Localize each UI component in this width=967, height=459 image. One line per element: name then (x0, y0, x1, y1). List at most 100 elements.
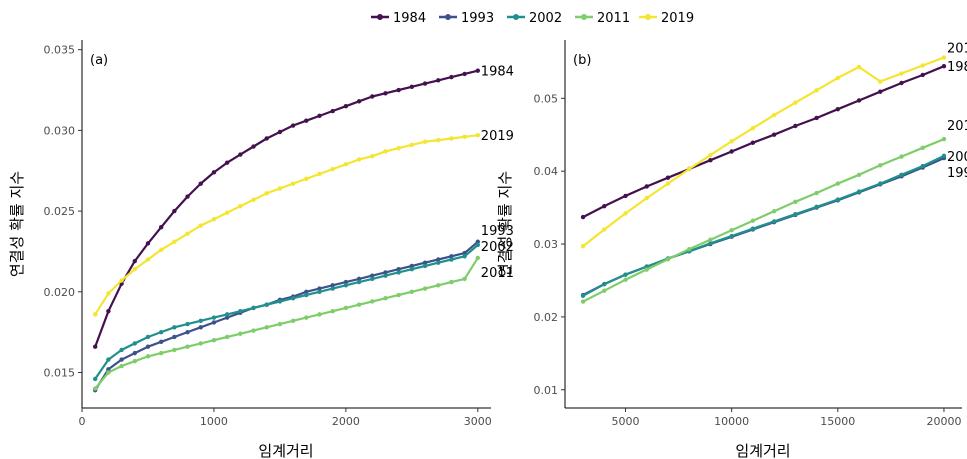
panel-a-point-1993 (119, 357, 124, 362)
panel-b-point-1984 (644, 184, 649, 189)
panel-b-point-1984 (941, 64, 947, 69)
panel-a-point-1984 (106, 308, 111, 314)
panel-a-point-2002 (211, 315, 217, 320)
panel-b-point-2002 (835, 197, 841, 202)
panel-a-point-2019 (475, 133, 481, 138)
panel-b-point-1984 (580, 214, 586, 220)
panel-a-point-2019 (422, 139, 428, 144)
panel-a-point-1984 (383, 91, 388, 96)
panel-a-point-1984 (475, 68, 481, 73)
panel-a-point-2002 (304, 292, 309, 298)
panel-a-point-2002 (290, 296, 296, 301)
legend-swatch-marker (645, 14, 651, 20)
panel-a-point-2011 (119, 363, 124, 369)
panel-a-point-2011 (330, 308, 335, 314)
panel-a-point-2002 (172, 325, 177, 330)
panel-a-point-2002 (462, 254, 467, 259)
panel-a-point-2011 (436, 283, 441, 288)
panel-a-point-2019 (132, 266, 137, 272)
panel-a-point-1993 (370, 273, 375, 278)
panel-a-point-1984 (396, 87, 401, 93)
panel-b-point-2011 (729, 227, 734, 233)
panel-a-y-tick-label: 0.015 (44, 366, 76, 379)
panel-a-point-1984 (158, 225, 164, 230)
panel-a-point-2011 (145, 354, 151, 359)
panel-b-x-tick-label: 10000 (714, 415, 749, 428)
panel-a-end-label-2002: 2002 (481, 240, 514, 255)
panel-a-point-2002 (330, 286, 335, 291)
panel-b-point-2019 (771, 112, 777, 118)
panel-b-y-tick-label: 0.05 (534, 92, 559, 105)
panel-a-point-2002 (370, 276, 375, 282)
panel-a-point-2002 (251, 305, 256, 311)
panel-b: (b) 임계거리 연결성 확률 지수 5000 10000 15000 20000 0.… (496, 40, 967, 459)
panel-b-point-2019 (644, 195, 649, 201)
panel-a-point-2019 (145, 257, 151, 262)
panel-a-point-1993 (330, 283, 335, 288)
panel-b-point-1984 (814, 115, 819, 121)
panel-a-point-2002 (224, 312, 230, 317)
panel-a-point-2019 (172, 239, 177, 244)
panel-a-point-2019 (370, 154, 375, 159)
panel-a-point-2002 (277, 299, 283, 304)
panel-b-point-2019 (814, 88, 819, 93)
panel-a-point-2002 (238, 308, 243, 314)
panel-a-point-2019 (251, 197, 256, 202)
panel-a-point-2019 (224, 210, 230, 215)
panel-a-point-2019 (106, 291, 111, 296)
panel-a-point-2002 (343, 283, 349, 288)
panel-b-point-1984 (623, 193, 628, 199)
panel-a-point-2011 (92, 386, 98, 391)
panel-a-point-2002 (106, 357, 111, 362)
panel-a-point-2011 (158, 350, 164, 356)
panel-a-point-1984 (145, 241, 151, 246)
panel-a-point-1993 (356, 276, 362, 282)
panel-b-point-1984 (835, 107, 841, 112)
panel-a-point-1984 (290, 123, 296, 128)
panel-b-series-2002 (580, 153, 947, 298)
panel-a-point-2019 (211, 216, 217, 222)
panel-b-point-2019 (623, 211, 628, 216)
panel-a-point-2019 (290, 181, 296, 186)
panel-a-point-2011 (356, 302, 362, 307)
panel-a-point-1993 (132, 350, 137, 356)
panel-a-point-2019 (264, 191, 269, 196)
legend-item-1993: 1993 (439, 11, 494, 26)
panel-a: (a) 임계거리 연결성 확률 지수 0 1000 2000 3000 0.015 0.0… (8, 40, 514, 459)
panel-a-point-2019 (238, 204, 243, 209)
panel-b-end-label-2019: 2019 (947, 41, 967, 56)
panel-a-point-1984 (172, 208, 177, 214)
panel-a-point-2002 (185, 321, 190, 327)
panel-b-point-2011 (814, 190, 819, 196)
panel-a-point-1984 (356, 99, 362, 104)
panel-b-line-2002 (582, 154, 945, 297)
panel-a-point-2011 (198, 341, 203, 346)
panel-b-line-2019 (582, 56, 945, 248)
legend-label: 1984 (393, 11, 426, 26)
panel-a-point-2011 (211, 338, 217, 343)
panel-a-y-tick-label: 0.020 (44, 286, 76, 299)
panel-b-point-1984 (878, 89, 883, 94)
panel-a-end-label-1993: 1993 (481, 224, 514, 239)
panel-a-line-2019 (94, 134, 478, 315)
panel-a-point-1993 (449, 254, 454, 259)
panel-a-point-1993 (422, 260, 428, 265)
panel-a-point-2019 (396, 145, 401, 151)
panel-a-point-2011 (224, 334, 230, 340)
panel-a-point-2011 (290, 318, 296, 324)
panel-a-point-2011 (383, 296, 388, 301)
panel-b-point-1984 (750, 140, 756, 145)
panel-a-point-2019 (304, 176, 309, 182)
legend-label: 2002 (529, 11, 562, 26)
panel-b-point-2019 (920, 63, 925, 68)
panel-a-point-1984 (370, 94, 375, 99)
panel-b-point-2019 (793, 100, 798, 105)
panel-a-point-2019 (462, 134, 467, 140)
panel-a-point-2002 (436, 260, 441, 265)
panel-b-point-2002 (899, 172, 904, 178)
panel-a-x-tick-label: 2000 (332, 415, 360, 428)
panel-b-point-2002 (771, 219, 777, 224)
panel-b-point-2019 (750, 125, 756, 131)
panel-a-point-2019 (449, 136, 454, 141)
panel-a-series-2011 (92, 255, 481, 391)
